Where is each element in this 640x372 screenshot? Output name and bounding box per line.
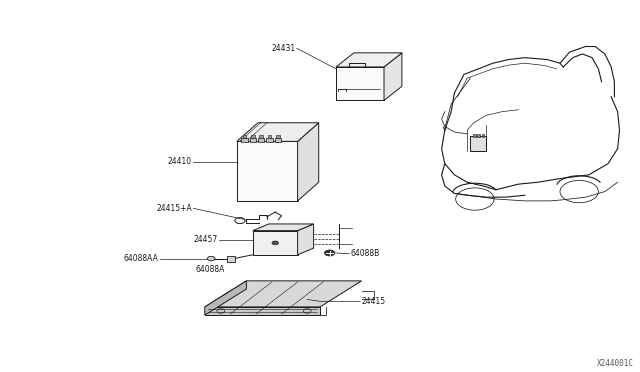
Polygon shape	[470, 136, 486, 151]
Polygon shape	[259, 135, 263, 138]
Polygon shape	[205, 307, 320, 315]
Polygon shape	[253, 231, 298, 255]
Polygon shape	[227, 256, 235, 262]
Polygon shape	[384, 53, 402, 100]
Text: 24457: 24457	[193, 235, 218, 244]
Polygon shape	[241, 138, 248, 142]
Text: 64088AA: 64088AA	[124, 254, 159, 263]
Polygon shape	[205, 281, 246, 315]
Text: 64088B: 64088B	[351, 249, 380, 258]
Polygon shape	[243, 135, 246, 138]
Circle shape	[207, 256, 215, 261]
Polygon shape	[237, 141, 298, 201]
Circle shape	[324, 250, 335, 256]
Polygon shape	[275, 138, 281, 142]
Text: X244001C: X244001C	[596, 359, 634, 368]
Circle shape	[272, 241, 278, 245]
Polygon shape	[268, 135, 271, 138]
Polygon shape	[482, 134, 484, 137]
Polygon shape	[250, 138, 256, 142]
Polygon shape	[237, 123, 319, 141]
Polygon shape	[477, 134, 480, 137]
Polygon shape	[253, 224, 314, 231]
Polygon shape	[276, 135, 280, 138]
Polygon shape	[298, 224, 314, 255]
Text: 64088A: 64088A	[195, 265, 225, 274]
Text: 24415+A: 24415+A	[156, 204, 192, 213]
Text: 24431: 24431	[271, 44, 296, 53]
Polygon shape	[258, 138, 264, 142]
Text: 24410: 24410	[168, 157, 192, 166]
Polygon shape	[205, 281, 362, 307]
Polygon shape	[336, 53, 402, 67]
Polygon shape	[473, 134, 476, 137]
Text: 24415: 24415	[362, 297, 386, 306]
Polygon shape	[298, 123, 319, 201]
Polygon shape	[336, 67, 384, 100]
Polygon shape	[266, 138, 273, 142]
Polygon shape	[251, 135, 255, 138]
